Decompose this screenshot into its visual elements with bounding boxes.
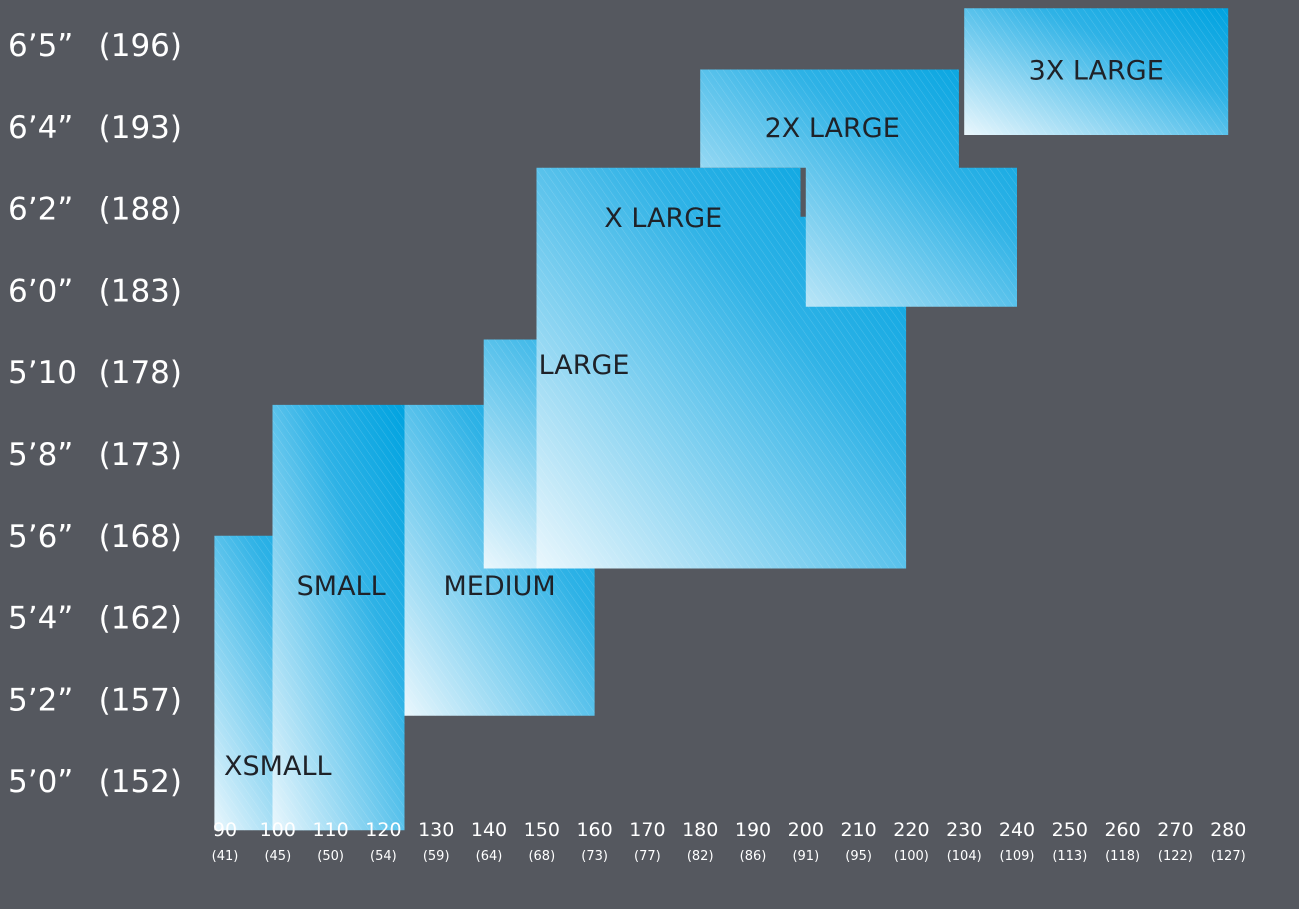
x-tick-label: 280 (1210, 819, 1246, 841)
x-tick-sub: (45) (264, 849, 291, 864)
size-label-x-large: X LARGE (604, 203, 722, 234)
size-label-2x-large: 2X LARGE (765, 113, 900, 144)
x-tick-label: 100 (260, 819, 296, 841)
y-tick-label: 5’8” (8, 437, 73, 473)
size-label-large: LARGE (539, 350, 630, 381)
size-label-small: SMALL (297, 571, 386, 602)
y-tick-sub: (196) (99, 28, 182, 64)
x-axis-labels: 90 (41) 100 (45) 110 (50) 120 (54) 130 (59) 140 (64… (212, 819, 1247, 864)
y-tick-sub: (193) (99, 110, 182, 146)
size-label-3x-large: 3X LARGE (1029, 56, 1164, 87)
y-tick-label: 5’0” (8, 764, 73, 800)
size-labels: XSMALL SMALL MEDIUM LARGE X LARGE 2X LARGE 3X … (224, 56, 1164, 782)
y-tick-label: 6’4” (8, 110, 73, 146)
y-tick-sub: (178) (99, 355, 182, 391)
x-tick-label: 240 (999, 819, 1035, 841)
x-tick-sub: (122) (1158, 849, 1193, 864)
y-tick-sub: (152) (99, 764, 182, 800)
x-tick-sub: (100) (894, 849, 929, 864)
x-tick-label: 190 (735, 819, 771, 841)
x-tick-label: 120 (365, 819, 401, 841)
x-tick-label: 180 (682, 819, 718, 841)
x-tick-sub: (54) (370, 849, 397, 864)
size-region-hatch (272, 404, 405, 831)
x-tick-sub: (59) (423, 849, 450, 864)
x-tick-label: 270 (1157, 819, 1193, 841)
x-tick-label: 130 (418, 819, 454, 841)
x-tick-sub: (109) (1000, 849, 1035, 864)
x-tick-sub: (50) (317, 849, 344, 864)
y-tick-sub: (173) (99, 437, 182, 473)
x-tick-label: 110 (312, 819, 348, 841)
x-tick-label: 200 (788, 819, 824, 841)
size-label-xsmall: XSMALL (224, 751, 332, 782)
x-tick-label: 160 (576, 819, 612, 841)
x-tick-label: 220 (893, 819, 929, 841)
y-tick-label: 6’2” (8, 192, 73, 228)
y-axis-labels: 6’5” (196) 6’4” (193) 6’2” (188) 6’0” (183) 5’10… (8, 28, 182, 800)
y-tick-sub: (168) (99, 519, 182, 555)
y-tick-label: 6’0” (8, 273, 73, 309)
x-tick-sub: (113) (1052, 849, 1087, 864)
x-tick-sub: (127) (1211, 849, 1246, 864)
x-tick-label: 210 (840, 819, 876, 841)
x-tick-label: 140 (471, 819, 507, 841)
y-tick-label: 5’6” (8, 519, 73, 555)
x-tick-sub: (64) (476, 849, 503, 864)
x-tick-sub: (91) (792, 849, 819, 864)
x-tick-label: 170 (629, 819, 665, 841)
x-tick-label: 230 (946, 819, 982, 841)
x-tick-sub: (73) (581, 849, 608, 864)
x-tick-sub: (68) (528, 849, 555, 864)
y-tick-sub: (162) (99, 601, 182, 637)
y-tick-label: 5’10 (8, 355, 77, 391)
x-tick-label: 250 (1052, 819, 1088, 841)
y-tick-label: 5’4” (8, 601, 73, 637)
y-tick-sub: (188) (99, 192, 182, 228)
size-region-hatch (700, 69, 1017, 307)
x-tick-sub: (82) (687, 849, 714, 864)
x-tick-sub: (41) (212, 849, 239, 864)
y-tick-sub: (157) (99, 682, 182, 718)
size-regions (214, 8, 1229, 831)
y-tick-label: 5’2” (8, 682, 73, 718)
x-tick-label: 150 (524, 819, 560, 841)
x-tick-label: 90 (213, 819, 237, 841)
size-region-3x-large (964, 8, 1229, 136)
x-tick-sub: (118) (1105, 849, 1140, 864)
x-tick-sub: (95) (845, 849, 872, 864)
size-region-2x-large (700, 69, 1017, 307)
x-tick-sub: (77) (634, 849, 661, 864)
size-region-small (272, 404, 405, 831)
size-label-medium: MEDIUM (443, 571, 555, 602)
size-region-hatch (964, 8, 1229, 136)
x-tick-label: 260 (1104, 819, 1140, 841)
y-tick-sub: (183) (99, 273, 182, 309)
x-tick-sub: (86) (740, 849, 767, 864)
y-tick-label: 6’5” (8, 28, 73, 64)
x-tick-sub: (104) (947, 849, 982, 864)
